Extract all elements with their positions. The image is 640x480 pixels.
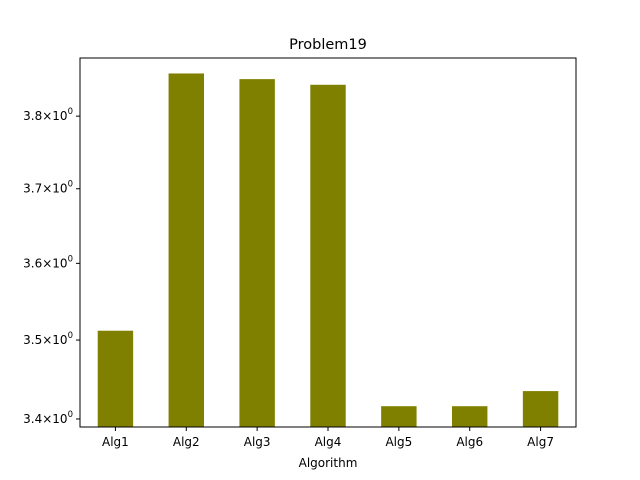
bar-alg2 (168, 73, 204, 427)
x-tick-label: Alg4 (315, 435, 342, 449)
bar-alg4 (310, 84, 346, 427)
x-tick-label: Alg3 (244, 435, 271, 449)
y-tick-label: 3.5×100 (23, 331, 73, 347)
x-tick-label: Alg1 (102, 435, 129, 449)
bar-alg3 (239, 79, 275, 428)
bar-alg7 (522, 391, 559, 427)
chart-title: Problem19 (289, 37, 367, 53)
x-axis-ticks: Alg1 Alg2 Alg3 Alg4 Alg5 Alg6 Alg7 (102, 427, 554, 449)
y-axis-ticks: 3.4×100 3.5×100 3.6×100 3.7×100 3.8×100 (23, 107, 80, 426)
bar-alg5 (381, 406, 417, 427)
y-tick-label: 3.7×100 (23, 180, 73, 196)
x-tick-label: Alg2 (173, 435, 200, 449)
y-tick-label: 3.8×100 (23, 107, 73, 123)
y-tick-label: 3.6×100 (23, 254, 73, 270)
bars-group (97, 73, 559, 428)
x-tick-label: Alg7 (527, 435, 554, 449)
x-tick-label: Alg6 (456, 435, 483, 449)
bar-alg6 (452, 406, 488, 427)
x-axis-label: Algorithm (299, 456, 358, 470)
y-tick-label: 3.4×100 (23, 410, 73, 426)
x-tick-label: Alg5 (385, 435, 412, 449)
bar-alg1 (97, 330, 134, 427)
